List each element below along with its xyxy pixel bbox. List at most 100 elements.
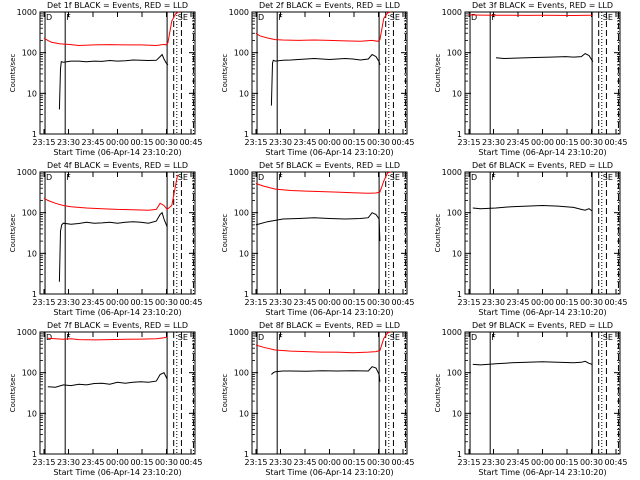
x-tick-label: 00:00: [531, 298, 554, 307]
x-tick-label: 23:30: [57, 138, 80, 147]
x-tick-label: 00:45: [604, 298, 627, 307]
x-tick-label: 00:30: [367, 298, 390, 307]
x-tick-label: 23:30: [482, 298, 505, 307]
marker-label: D: [471, 173, 477, 182]
x-tick-label: 23:45: [293, 138, 316, 147]
marker-label: F: [278, 13, 283, 22]
panel-title: Det 2f BLACK = Events, RED = LLD: [259, 1, 400, 10]
x-tick-label: 00:15: [555, 138, 578, 147]
x-tick-label: 00:15: [342, 458, 365, 467]
plot-frame: [464, 331, 621, 455]
x-tick-label: 23:15: [32, 458, 55, 467]
x-tick-label: 23:15: [457, 458, 480, 467]
x-tick-label: 23:30: [269, 458, 292, 467]
y-tick-label: 1000: [17, 8, 37, 17]
y-axis-label: Counts/sec: [221, 214, 229, 253]
plot-frame: [39, 171, 196, 295]
y-axis-label: Counts/sec: [9, 374, 17, 413]
x-tick-label: 23:30: [482, 458, 505, 467]
x-tick-label: 00:30: [155, 138, 178, 147]
x-tick-label: 00:45: [179, 458, 202, 467]
panel-1: Det 1f BLACK = Events, RED = LLD 1 10 100 10…: [9, 1, 203, 157]
marker-label: F: [278, 333, 283, 342]
y-tick-label: 10: [239, 89, 249, 98]
x-tick-label: 00:30: [580, 298, 603, 307]
y-tick-label: 100: [447, 369, 462, 378]
panel-8: Det 8f BLACK = Events, RED = LLD 1 10 100 10…: [221, 321, 415, 477]
y-tick-label: 1: [457, 450, 462, 459]
y-tick-label: 100: [234, 209, 249, 218]
x-tick-label: 00:30: [155, 458, 178, 467]
y-tick-label: 1: [244, 450, 249, 459]
series-lld-line: [43, 174, 179, 211]
x-axis-label: Start Time (06-Apr-14 23:10:20): [478, 148, 606, 157]
x-tick-label: 23:45: [81, 298, 104, 307]
panel-7: Det 7f BLACK = Events, RED = LLD 1 10 100 10…: [9, 321, 203, 477]
x-tick-label: 00:45: [391, 298, 414, 307]
marker-label: SE: [390, 333, 400, 342]
x-tick-label: 23:15: [244, 298, 267, 307]
y-tick-label: 1: [457, 290, 462, 299]
panel-title: Det 8f BLACK = Events, RED = LLD: [259, 321, 400, 330]
x-tick-label: 00:45: [391, 138, 414, 147]
panel-5: Det 5f BLACK = Events, RED = LLD 1 10 100 10…: [221, 161, 415, 317]
y-tick-label: 1000: [442, 328, 462, 337]
y-tick-label: 10: [239, 249, 249, 258]
y-tick-label: 1: [32, 130, 37, 139]
x-tick-label: 00:30: [367, 458, 390, 467]
plot-frame: [251, 11, 408, 135]
x-tick-label: 00:45: [179, 138, 202, 147]
x-tick-label: 23:45: [81, 138, 104, 147]
series-events-line: [58, 53, 169, 110]
y-tick-label: 1000: [17, 168, 37, 177]
x-tick-label: 00:00: [531, 138, 554, 147]
y-tick-label: 100: [447, 209, 462, 218]
marker-label: D: [258, 13, 264, 22]
y-tick-label: 100: [22, 49, 37, 58]
marker-label: SE: [603, 13, 613, 22]
y-axis-label: Counts/sec: [434, 214, 442, 253]
x-tick-label: 00:15: [342, 138, 365, 147]
x-axis-label: Start Time (06-Apr-14 23:10:20): [53, 308, 181, 317]
marker-label: F: [491, 173, 496, 182]
y-tick-label: 100: [234, 49, 249, 58]
x-axis-label: Start Time (06-Apr-14 23:10:20): [265, 148, 393, 157]
x-tick-label: 23:45: [81, 458, 104, 467]
x-axis-label: Start Time (06-Apr-14 23:10:20): [53, 148, 181, 157]
marker-label: F: [278, 173, 283, 182]
series-lld-line: [255, 11, 391, 42]
y-tick-label: 1000: [442, 168, 462, 177]
x-tick-label: 23:15: [457, 138, 480, 147]
marker-label: D: [46, 13, 52, 22]
x-tick-label: 00:15: [130, 138, 153, 147]
panel-title: Det 4f BLACK = Events, RED = LLD: [47, 161, 188, 170]
series-events-line: [472, 360, 593, 366]
y-axis-label: Counts/sec: [9, 54, 17, 93]
x-tick-label: 23:15: [457, 298, 480, 307]
marker-label: F: [491, 13, 496, 22]
x-axis-label: Start Time (06-Apr-14 23:10:20): [53, 468, 181, 477]
y-tick-label: 10: [27, 409, 37, 418]
y-tick-label: 1: [244, 290, 249, 299]
x-tick-label: 00:30: [367, 138, 390, 147]
marker-label: F: [66, 333, 71, 342]
y-tick-label: 10: [452, 409, 462, 418]
x-tick-label: 23:45: [293, 298, 316, 307]
panel-title: Det 1f BLACK = Events, RED = LLD: [47, 1, 188, 10]
x-tick-label: 23:30: [269, 138, 292, 147]
series-events-line: [47, 372, 168, 388]
series-lld-line: [468, 14, 593, 17]
x-tick-label: 00:00: [318, 298, 341, 307]
y-tick-label: 10: [452, 249, 462, 258]
x-axis-label: Start Time (06-Apr-14 23:10:20): [265, 468, 393, 477]
y-tick-label: 100: [234, 369, 249, 378]
x-tick-label: 00:00: [106, 138, 129, 147]
y-tick-label: 1: [32, 450, 37, 459]
panel-title: Det 3f BLACK = Events, RED = LLD: [472, 1, 613, 10]
x-tick-label: 00:30: [580, 138, 603, 147]
y-tick-label: 100: [22, 209, 37, 218]
marker-label: SE: [178, 333, 188, 342]
y-tick-label: 100: [22, 369, 37, 378]
y-tick-label: 1: [32, 290, 37, 299]
x-axis-label: Start Time (06-Apr-14 23:10:20): [478, 468, 606, 477]
